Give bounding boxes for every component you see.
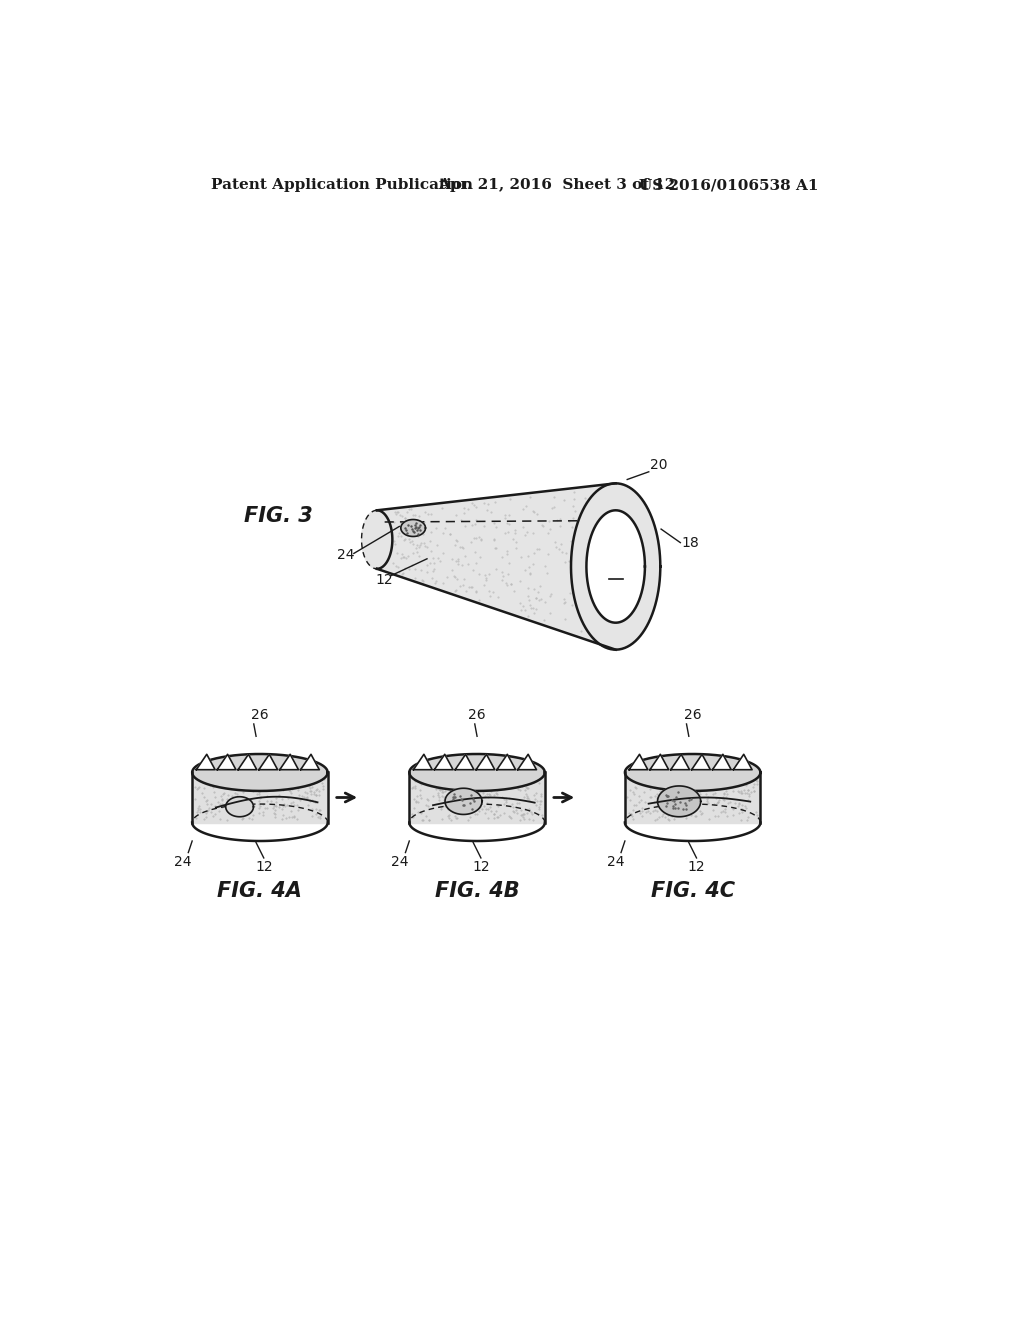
- Polygon shape: [259, 754, 278, 770]
- Polygon shape: [733, 754, 752, 770]
- Polygon shape: [301, 754, 319, 770]
- Text: 22: 22: [607, 566, 625, 579]
- Text: 24: 24: [607, 855, 625, 869]
- Text: 12: 12: [376, 573, 393, 586]
- Polygon shape: [671, 754, 689, 770]
- Polygon shape: [193, 754, 328, 791]
- Polygon shape: [280, 754, 298, 770]
- Polygon shape: [456, 754, 474, 770]
- Polygon shape: [400, 520, 425, 536]
- Polygon shape: [445, 788, 482, 814]
- Polygon shape: [361, 483, 660, 649]
- Polygon shape: [691, 754, 711, 770]
- Text: 20: 20: [650, 458, 668, 471]
- Text: 12: 12: [472, 861, 489, 874]
- Polygon shape: [410, 754, 545, 791]
- Polygon shape: [225, 797, 254, 817]
- Text: 12: 12: [255, 861, 272, 874]
- Polygon shape: [414, 754, 432, 770]
- Polygon shape: [629, 754, 648, 770]
- Polygon shape: [193, 772, 328, 822]
- Text: FIG. 4B: FIG. 4B: [435, 880, 519, 902]
- Text: 24: 24: [338, 548, 355, 562]
- Text: 12: 12: [688, 861, 706, 874]
- Text: FIG. 3: FIG. 3: [244, 507, 312, 527]
- Polygon shape: [650, 754, 669, 770]
- Polygon shape: [497, 754, 516, 770]
- Polygon shape: [476, 754, 495, 770]
- Text: 26: 26: [468, 709, 485, 722]
- Text: 26: 26: [251, 709, 268, 722]
- Polygon shape: [217, 754, 236, 770]
- Text: 26: 26: [684, 709, 701, 722]
- Polygon shape: [713, 754, 731, 770]
- Polygon shape: [410, 772, 545, 822]
- Polygon shape: [625, 772, 761, 822]
- Text: FIG. 4A: FIG. 4A: [217, 880, 302, 902]
- Polygon shape: [518, 754, 537, 770]
- Polygon shape: [434, 754, 453, 770]
- Text: US 2016/0106538 A1: US 2016/0106538 A1: [639, 178, 818, 193]
- Text: Apr. 21, 2016  Sheet 3 of 12: Apr. 21, 2016 Sheet 3 of 12: [438, 178, 676, 193]
- Polygon shape: [657, 785, 700, 817]
- Text: 18: 18: [682, 536, 699, 550]
- Polygon shape: [587, 511, 645, 623]
- Polygon shape: [238, 754, 257, 770]
- Text: FIG. 4C: FIG. 4C: [650, 880, 735, 902]
- Text: 24: 24: [174, 855, 191, 869]
- Text: 24: 24: [391, 855, 409, 869]
- Polygon shape: [571, 483, 660, 649]
- Polygon shape: [197, 754, 215, 770]
- Text: Patent Application Publication: Patent Application Publication: [211, 178, 473, 193]
- Polygon shape: [625, 754, 761, 791]
